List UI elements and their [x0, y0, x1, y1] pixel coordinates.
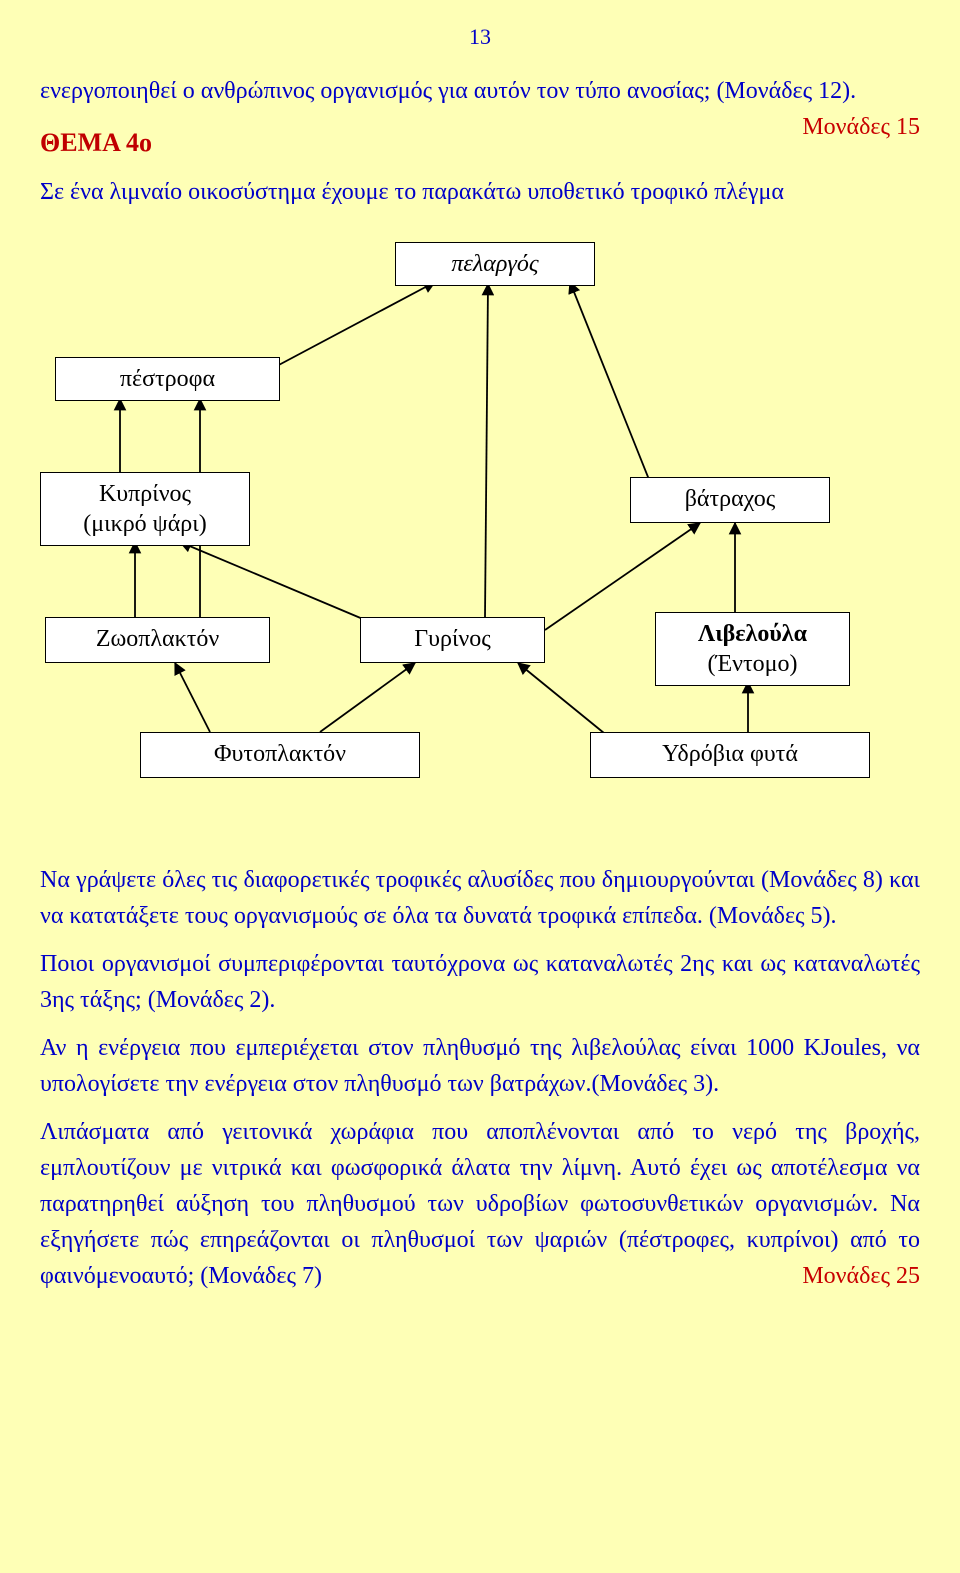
edge-gyrinos-kyprinos [180, 542, 370, 622]
intro-text: ενεργοποιηθεί ο ανθρώπινος οργανισμός γι… [40, 78, 856, 104]
question-3: Αν η ενέργεια που εμπεριέχεται στον πληθ… [40, 1030, 920, 1102]
node-liveloula: Λιβελούλα(Έντομο) [655, 612, 850, 686]
food-web-diagram: πελαργός πέστροφα Κυπρίνος(μικρό ψάρι) βάτρ… [40, 222, 910, 842]
question-1: Να γράψετε όλες τις διαφορετικές τροφικέ… [40, 862, 920, 934]
node-pestrofa: πέστροφα [55, 357, 280, 401]
node-ydrofyta: Υδρόβια φυτά [590, 732, 870, 778]
thema4-intro: Σε ένα λιμναίο οικοσύστημα έχουμε το παρ… [40, 174, 920, 210]
question-2: Ποιοι οργανισμοί συμπεριφέρονται ταυτόχρ… [40, 946, 920, 1018]
node-pelargos: πελαργός [395, 242, 595, 286]
question-4-points: Μονάδες 25 [802, 1258, 920, 1294]
node-kyprinos: Κυπρίνος(μικρό ψάρι) [40, 472, 250, 546]
thema-heading: ΘΕΜΑ 4ο [40, 123, 920, 162]
node-zooplakton: Ζωοπλακτόν [45, 617, 270, 663]
edge-batraxos-pelargos [570, 282, 650, 482]
edge-fytoplakton-gyrinos [320, 663, 415, 732]
page: 13 ενεργοποιηθεί ο ανθρώπινος οργανισμός… [0, 0, 960, 1573]
intro-paragraph: ενεργοποιηθεί ο ανθρώπινος οργανισμός γι… [40, 73, 920, 109]
node-fytoplakton: Φυτοπλακτόν [140, 732, 420, 778]
question-4: Λιπάσματα από γειτονικά χωράφια που αποπ… [40, 1114, 920, 1294]
edge-gyrinos-pelargos [485, 284, 488, 617]
edge-ydrofyta-gyrinos [518, 663, 615, 742]
question-4-text: Λιπάσματα από γειτονικά χωράφια που αποπ… [40, 1119, 920, 1289]
intro-points: Μονάδες 15 [802, 109, 920, 145]
edge-fytoplakton-zooplakton [175, 663, 210, 732]
edge-pestrofa-pelargos [275, 282, 435, 367]
node-gyrinos: Γυρίνος [360, 617, 545, 663]
page-number: 13 [40, 20, 920, 61]
node-batraxos: βάτραχος [630, 477, 830, 523]
